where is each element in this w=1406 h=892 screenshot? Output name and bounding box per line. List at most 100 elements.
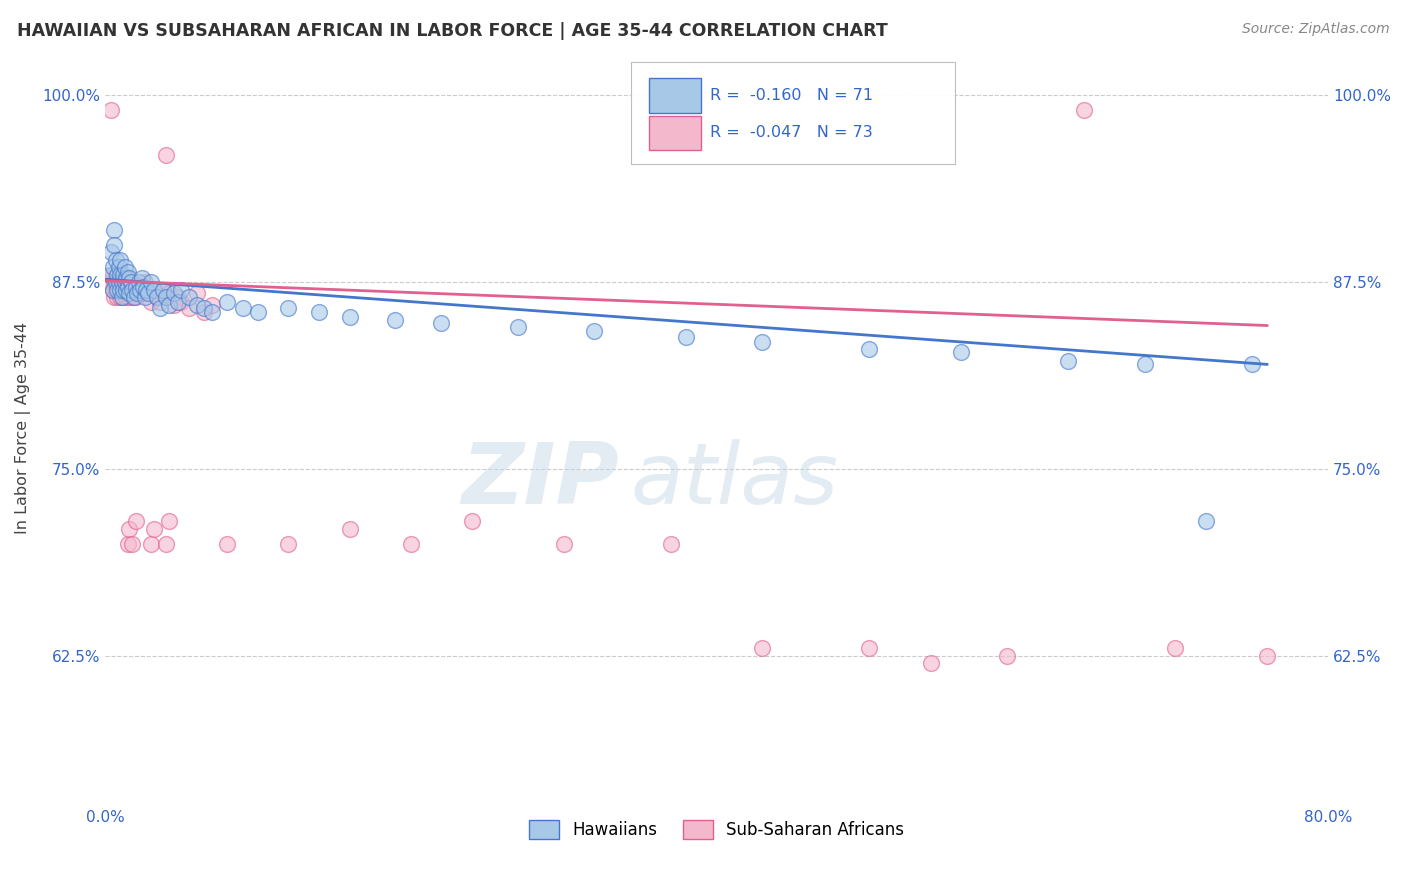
Point <box>103 275 125 289</box>
Point <box>659 536 682 550</box>
Point <box>858 641 880 656</box>
Point <box>115 283 138 297</box>
Point <box>110 283 132 297</box>
Point <box>117 265 139 279</box>
Point <box>115 279 138 293</box>
Point <box>118 285 141 300</box>
Point <box>117 536 139 550</box>
Text: atlas: atlas <box>631 439 839 522</box>
Point <box>101 268 124 282</box>
Point <box>105 290 128 304</box>
Point <box>128 283 150 297</box>
Point <box>117 285 139 300</box>
Point <box>129 283 152 297</box>
Point <box>117 279 139 293</box>
Point <box>155 290 177 304</box>
Point <box>1133 357 1156 371</box>
Point <box>308 305 330 319</box>
Point <box>112 290 135 304</box>
Point <box>110 275 132 289</box>
Point <box>157 297 180 311</box>
Point <box>121 275 143 289</box>
Point <box>1195 514 1218 528</box>
Point <box>111 268 134 282</box>
Point <box>104 283 127 297</box>
Point <box>177 301 200 315</box>
FancyBboxPatch shape <box>650 78 700 112</box>
Point <box>217 294 239 309</box>
Point <box>104 275 127 289</box>
Point <box>121 290 143 304</box>
Point <box>1164 641 1187 656</box>
Point <box>118 290 141 304</box>
Point <box>751 641 773 656</box>
Point <box>170 283 193 297</box>
Point <box>155 290 177 304</box>
Point <box>112 283 135 297</box>
Point <box>125 285 148 300</box>
Point <box>131 285 153 300</box>
Point <box>136 285 159 300</box>
Text: R =  -0.047   N = 73: R = -0.047 N = 73 <box>710 126 873 140</box>
Y-axis label: In Labor Force | Age 35-44: In Labor Force | Age 35-44 <box>15 322 31 534</box>
Point <box>103 223 125 237</box>
Point <box>950 345 973 359</box>
Point <box>103 238 125 252</box>
Point <box>675 330 697 344</box>
Point <box>114 283 136 297</box>
Point <box>920 656 942 670</box>
Point <box>163 297 186 311</box>
Point <box>107 283 129 297</box>
Point <box>142 283 165 297</box>
Point <box>101 283 124 297</box>
Point <box>201 305 224 319</box>
Point <box>104 252 127 267</box>
Point <box>858 343 880 357</box>
Point <box>277 536 299 550</box>
Point <box>461 514 484 528</box>
Point <box>149 294 172 309</box>
Point <box>1256 648 1278 663</box>
Point <box>167 290 190 304</box>
Point <box>111 275 134 289</box>
Point <box>124 279 146 293</box>
Point <box>114 260 136 275</box>
Point <box>114 275 136 289</box>
Point <box>101 260 124 275</box>
Point <box>124 290 146 304</box>
Point <box>384 312 406 326</box>
Point <box>121 283 143 297</box>
Point <box>135 283 157 297</box>
Point <box>124 279 146 293</box>
FancyBboxPatch shape <box>631 62 955 164</box>
Point <box>134 275 156 289</box>
Legend: Hawaiians, Sub-Saharan Africans: Hawaiians, Sub-Saharan Africans <box>523 814 911 846</box>
Point <box>201 297 224 311</box>
Point <box>105 275 128 289</box>
Point <box>117 270 139 285</box>
Point <box>139 294 162 309</box>
Point <box>118 270 141 285</box>
Point <box>339 522 361 536</box>
Text: ZIP: ZIP <box>461 439 619 522</box>
Point <box>246 305 269 319</box>
Point <box>131 270 153 285</box>
Point <box>430 316 453 330</box>
Point <box>139 536 162 550</box>
Point <box>995 648 1018 663</box>
Point <box>139 275 162 289</box>
Point <box>132 279 155 293</box>
Point <box>103 290 125 304</box>
FancyBboxPatch shape <box>650 116 700 150</box>
Point <box>1073 103 1095 118</box>
Point <box>124 514 146 528</box>
Point <box>583 325 606 339</box>
Point <box>193 301 215 315</box>
Point <box>101 283 124 297</box>
Point <box>122 283 145 297</box>
Point <box>1240 357 1263 371</box>
Point <box>112 275 135 289</box>
Point <box>112 268 135 282</box>
Point <box>100 245 122 260</box>
Point <box>121 536 143 550</box>
